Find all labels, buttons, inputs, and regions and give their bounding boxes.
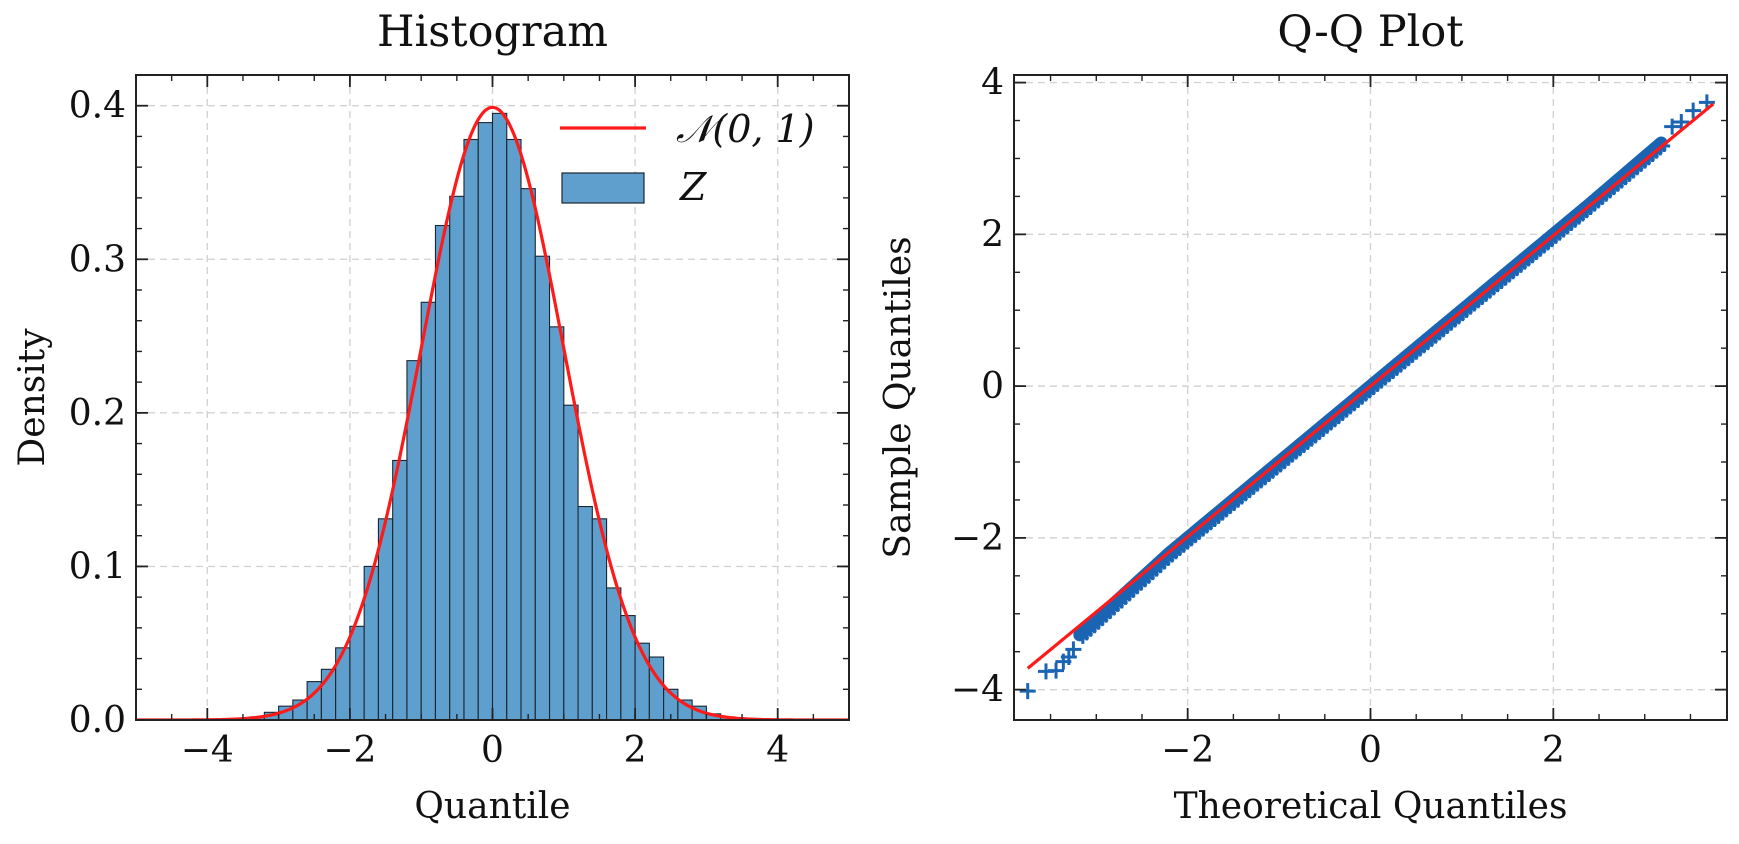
qq-panel: −2 0 2 −4 −2 0 2 4 Q-Q Plot Theoretical Quantil…	[878, 7, 1728, 827]
qq-xtick-label: 2	[1542, 730, 1565, 771]
histogram-bar	[477, 122, 494, 721]
histogram-bar	[563, 404, 579, 721]
qq-ytick-label: −4	[951, 670, 1004, 711]
qq-outlier-point	[1048, 662, 1065, 679]
qq-title: Q-Q Plot	[1277, 7, 1463, 57]
histogram-legend: 𝒩(0, 1) Z	[560, 107, 815, 209]
histogram-bar	[534, 255, 551, 721]
qq-outlier-point	[1664, 118, 1681, 135]
qq-outlier-point	[1065, 641, 1082, 658]
histogram-bar	[463, 138, 479, 721]
histogram-bar	[548, 326, 565, 721]
hist-ytick-label: 0.1	[69, 546, 126, 587]
hist-xtick-label: 2	[624, 730, 647, 771]
qq-ytick-label: −2	[951, 518, 1004, 559]
histogram-bars	[249, 112, 736, 721]
histogram-title: Histogram	[377, 7, 608, 57]
qq-ytick-label: 4	[981, 63, 1004, 104]
qq-ytick-label: 0	[981, 366, 1004, 407]
qq-ylabel: Sample Quantiles	[878, 236, 919, 558]
normal-pdf-curve	[136, 105, 849, 720]
hist-xtick-label: 4	[766, 730, 789, 771]
legend-swatch-z-bars	[561, 172, 645, 204]
legend-label-normal: 𝒩(0, 1)	[676, 107, 815, 151]
histogram-bar	[491, 112, 508, 721]
legend-label-z: Z	[679, 165, 707, 209]
histogram-xlabel: Quantile	[414, 786, 570, 827]
histogram-bar	[606, 587, 622, 721]
qq-grid	[1014, 75, 1727, 720]
histogram-bar	[349, 625, 365, 721]
histogram-bar	[392, 459, 408, 721]
hist-ytick-label: 0.4	[69, 86, 126, 127]
hist-xtick-label: 0	[481, 730, 504, 771]
histogram-ylabel: Density	[12, 328, 53, 467]
hist-xtick-label: −2	[323, 730, 376, 771]
histogram-bar	[420, 301, 437, 721]
hist-xtick-label: −4	[181, 730, 234, 771]
hist-ytick-label: 0.3	[69, 239, 126, 280]
histogram-bar	[449, 195, 465, 721]
hist-ytick-label: 0.2	[69, 393, 126, 434]
histogram-bar	[577, 505, 593, 721]
hist-ytick-label: 0.0	[69, 700, 126, 741]
histogram-bar	[591, 518, 608, 721]
histogram-bar	[506, 138, 522, 721]
histogram-bar	[377, 518, 394, 721]
histogram-panel: −4 −2 0 2 4 0.0 0.1 0.2 0.3 0.4 Histogram Quantil…	[12, 7, 850, 827]
qq-xtick-label: −2	[1161, 730, 1214, 771]
qq-reference-line	[1026, 102, 1715, 670]
qq-xlabel: Theoretical Quantiles	[1174, 786, 1568, 827]
histogram-ticks: −4 −2 0 2 4 0.0 0.1 0.2 0.3 0.4	[69, 75, 850, 771]
qq-outlier-point	[1019, 683, 1036, 700]
qq-outlier-point	[1673, 114, 1690, 131]
histogram-bar	[434, 224, 451, 721]
qq-ticks: −2 0 2 −4 −2 0 2 4	[951, 63, 1727, 771]
qq-outlier-point	[1685, 102, 1702, 119]
histogram-bar	[520, 188, 536, 721]
qq-xtick-label: 0	[1359, 730, 1382, 771]
qq-ytick-label: 2	[981, 214, 1004, 255]
qq-points	[1019, 94, 1715, 700]
